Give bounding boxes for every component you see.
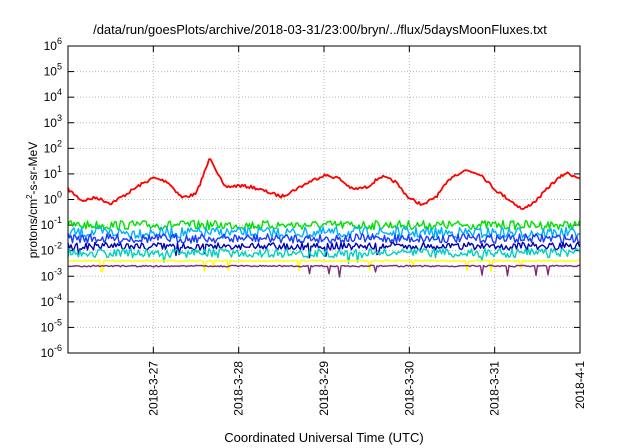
series-line <box>67 158 580 210</box>
y-tick-label: 10-4 <box>41 292 62 309</box>
plot-frame <box>67 45 581 354</box>
y-tick-label: 10-3 <box>41 266 62 283</box>
x-tick-label: 2018-3-28 <box>232 361 246 416</box>
y-tick-label: 106 <box>44 36 62 53</box>
x-tick-label: 2018-3-29 <box>317 361 331 416</box>
series-line <box>67 226 580 239</box>
series-line <box>67 233 580 244</box>
chart-title: /data/run/goesPlots/archive/2018-03-31/2… <box>93 22 547 37</box>
series-line <box>67 219 581 231</box>
y-tick-label: 105 <box>44 62 62 79</box>
y-tick-label: 104 <box>44 87 62 104</box>
x-tick-label: 2018-4-1 <box>573 361 587 409</box>
series-line <box>67 247 581 264</box>
x-tick-label: 2018-3-31 <box>488 361 502 416</box>
y-tick-label: 101 <box>44 164 62 181</box>
y-tick-label: 10-2 <box>41 241 62 258</box>
y-tick-label: 10-5 <box>41 317 62 334</box>
y-tick-label: 102 <box>44 138 62 155</box>
x-tick-label: 2018-3-27 <box>146 361 160 416</box>
x-tick-label: 2018-3-30 <box>402 361 416 416</box>
y-tick-label: 100 <box>44 190 62 207</box>
x-axis-label: Coordinated Universal Time (UTC) <box>224 430 424 445</box>
y-tick-label: 10-6 <box>41 343 62 360</box>
series-line <box>68 259 580 273</box>
y-axis-label: protons/cm2-s-sr-MeV <box>25 141 40 259</box>
y-tick-label: 10-1 <box>41 215 62 232</box>
y-tick-label: 103 <box>44 113 62 130</box>
series-line <box>68 264 580 278</box>
series-line <box>67 241 581 259</box>
